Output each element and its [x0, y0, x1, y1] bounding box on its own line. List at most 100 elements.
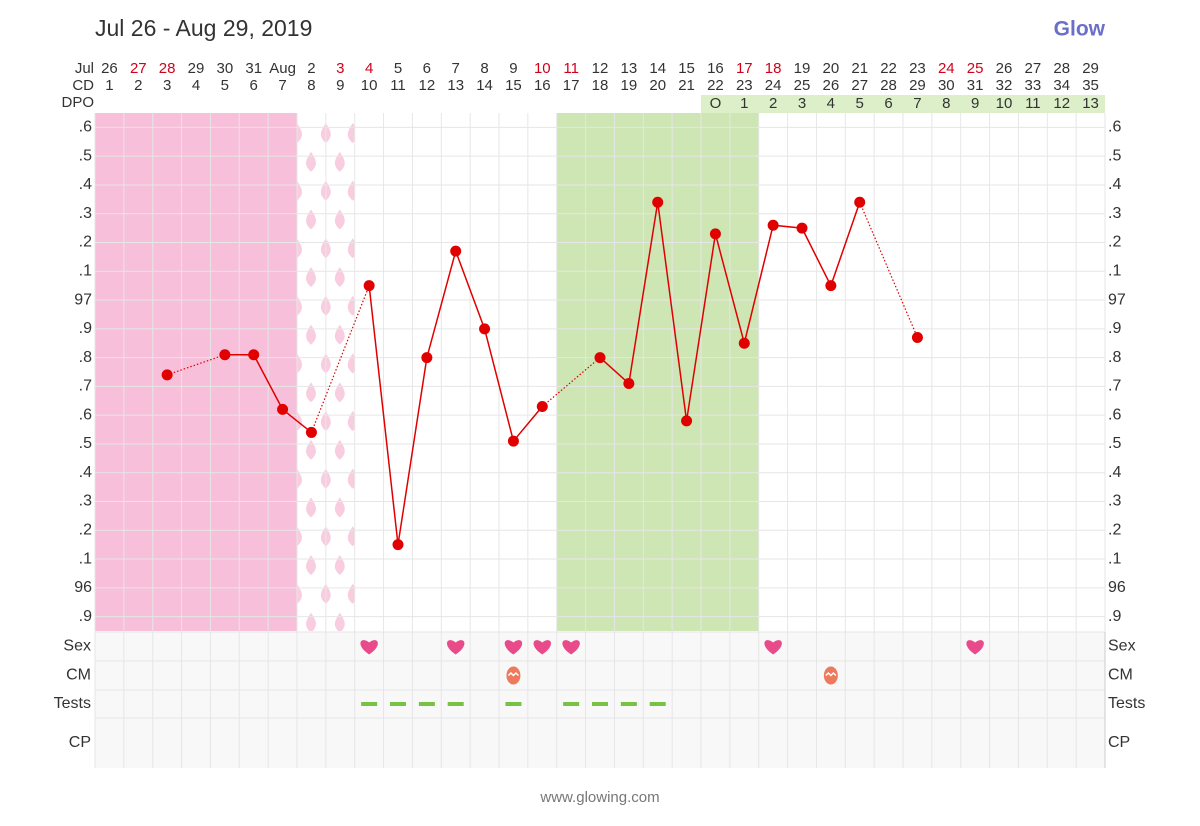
date-label: 28 — [159, 60, 176, 77]
y-tick-label-right: .4 — [1108, 464, 1121, 481]
dpo-label: O — [710, 95, 722, 112]
temp-point — [594, 352, 606, 364]
date-label: 10 — [534, 60, 551, 77]
y-tick-label: .3 — [79, 205, 92, 222]
date-label: 9 — [509, 60, 517, 77]
dpo-label: 13 — [1082, 95, 1099, 112]
cd-label: 20 — [649, 77, 666, 94]
spotting-drop — [334, 612, 345, 631]
spotting-drop — [334, 497, 345, 518]
logo: Glow — [1054, 18, 1106, 41]
dpo-label: 5 — [856, 95, 864, 112]
y-tick-label: .9 — [79, 608, 92, 625]
cd-label: 23 — [736, 77, 753, 94]
temp-point — [363, 280, 375, 292]
spotting-drop — [334, 151, 345, 172]
log-label: Sex — [63, 638, 91, 655]
date-label: 17 — [736, 60, 753, 77]
test-dash — [505, 702, 522, 706]
date-label: 12 — [592, 60, 609, 77]
spotting-drop — [347, 123, 355, 143]
y-tick-label-right: .1 — [1108, 550, 1121, 567]
date-label: 23 — [909, 60, 926, 77]
cd-label: 7 — [278, 77, 286, 94]
temp-point — [507, 435, 519, 447]
y-tick-label: .5 — [79, 147, 92, 164]
date-label: 8 — [480, 60, 488, 77]
temp-point — [709, 228, 721, 240]
y-tick-label-right: .4 — [1108, 176, 1121, 193]
cd-label: 4 — [192, 77, 200, 94]
cd-label: 1 — [105, 77, 113, 94]
temp-point — [305, 426, 317, 438]
spotting-drop — [306, 382, 316, 403]
spotting-drop — [306, 612, 316, 631]
cd-label: 14 — [476, 77, 493, 94]
temp-point — [681, 415, 693, 427]
dpo-label: 1 — [740, 95, 748, 112]
dpo-label: 11 — [1025, 95, 1041, 112]
y-tick-label-right: .2 — [1108, 521, 1121, 538]
temp-point — [796, 222, 808, 234]
cd-label: 8 — [307, 77, 315, 94]
temp-point — [825, 280, 837, 292]
y-tick-label: .1 — [79, 262, 92, 279]
heart-icon — [966, 640, 984, 655]
date-label: 15 — [678, 60, 695, 77]
chart-title: Jul 26 - Aug 29, 2019 — [95, 15, 312, 41]
spotting-drop — [306, 151, 316, 172]
spotting-drop — [297, 353, 302, 374]
date-label: 26 — [996, 60, 1013, 77]
test-dash — [418, 702, 435, 706]
spotting-drop — [297, 583, 302, 604]
spotting-drop — [347, 526, 355, 547]
spotting-drop — [306, 555, 316, 575]
test-dash — [620, 702, 637, 706]
temp-point — [161, 369, 173, 381]
date-label: 14 — [649, 60, 666, 77]
y-tick-label: 97 — [74, 291, 92, 308]
heart-icon — [504, 640, 523, 655]
spotting-drop — [334, 209, 345, 230]
date-label: 18 — [765, 60, 782, 77]
cd-label: 5 — [221, 77, 229, 94]
y-tick-label-right: .6 — [1108, 119, 1121, 136]
cd-label: 31 — [967, 77, 984, 94]
dpo-label: 12 — [1053, 95, 1070, 112]
fertile-band — [556, 113, 759, 631]
test-dash — [649, 702, 666, 706]
temp-point — [219, 349, 231, 361]
date-label: 19 — [794, 60, 811, 77]
temp-point — [738, 337, 750, 349]
spotting-drop — [347, 353, 355, 374]
date-label: 5 — [394, 60, 402, 77]
date-label: 27 — [1025, 60, 1042, 77]
y-tick-label: .5 — [79, 435, 92, 452]
cd-label: 26 — [823, 77, 840, 94]
test-dash — [390, 702, 406, 706]
spotting-drop — [297, 526, 302, 547]
temp-point — [450, 245, 462, 257]
date-label: 2 — [307, 60, 315, 77]
date-label: 25 — [967, 60, 984, 77]
log-label-right: Sex — [1108, 638, 1136, 655]
cd-label: 24 — [765, 77, 782, 94]
spotting-drop — [347, 411, 355, 431]
cm-icon-wave — [507, 671, 519, 677]
test-dash — [592, 702, 608, 706]
cd-label: 28 — [880, 77, 897, 94]
date-label: 13 — [621, 60, 638, 77]
log-label: CP — [69, 734, 91, 751]
y-tick-label: .7 — [79, 378, 92, 395]
heart-icon — [533, 640, 552, 655]
date-label: 27 — [130, 60, 147, 77]
spotting-drop — [297, 468, 302, 489]
spotting-drop — [306, 324, 316, 345]
y-tick-label-right: .5 — [1108, 435, 1121, 452]
date-label: 22 — [880, 60, 897, 77]
cd-label: 34 — [1053, 77, 1070, 94]
y-tick-label: .6 — [79, 406, 92, 423]
date-row-label: Jul — [75, 60, 94, 77]
log-bg — [95, 632, 1105, 768]
spotting-drop — [334, 267, 345, 287]
